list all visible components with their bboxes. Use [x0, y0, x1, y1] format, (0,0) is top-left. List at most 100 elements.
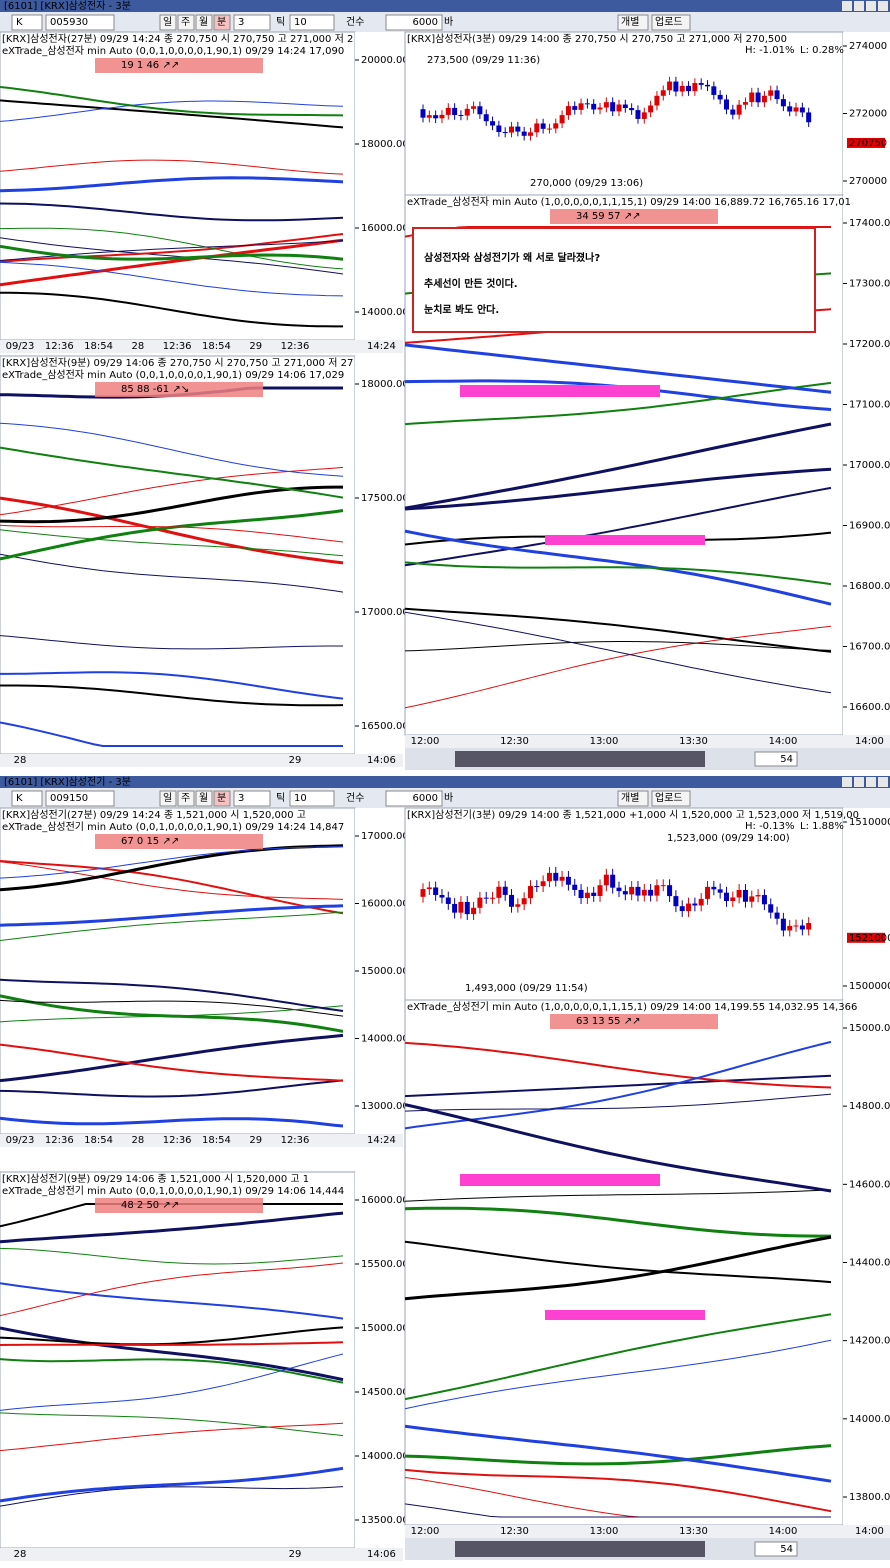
- candle-body: [641, 889, 647, 896]
- market-select[interactable]: [11, 790, 43, 807]
- period-button[interactable]: [159, 790, 177, 807]
- indicator-line: [404, 467, 832, 511]
- candle-body: [433, 115, 439, 119]
- toolbar-button[interactable]: [617, 790, 649, 807]
- x-tick-label: 12:36: [281, 1135, 310, 1146]
- y-tick-label: 18000.00: [361, 139, 409, 150]
- candle-body: [774, 912, 780, 919]
- period-input[interactable]: [233, 790, 271, 807]
- candle-body: [565, 106, 571, 116]
- count-input[interactable]: [385, 14, 443, 31]
- y-tick-label: 14500.00: [361, 1387, 409, 1398]
- tick-label[interactable]: 틱: [276, 16, 285, 28]
- signal-badge-text: 19 1 46 ↗↗: [121, 60, 179, 71]
- signal-badge-text: 34 59 57 ↗↗: [576, 211, 640, 222]
- candle-body: [799, 107, 805, 113]
- y-tick-label: 13800.00: [849, 1492, 890, 1503]
- indicator-line: [404, 611, 832, 694]
- indicator-line: [0, 446, 344, 499]
- candle-body: [509, 894, 515, 907]
- code-value: 005930: [50, 17, 88, 28]
- indicator-line: [404, 1235, 832, 1301]
- signal-badge-text: 67 0 15 ↗↗: [121, 836, 179, 847]
- low-note: 1,493,000 (09/29 11:54): [465, 983, 588, 994]
- period-button[interactable]: [177, 790, 195, 807]
- signal-badge-text: 85 88 -61 ↗↘: [121, 384, 189, 395]
- indicator-line: [0, 237, 344, 275]
- panel-header: [KRX]삼성전자(3분) 09/29 14:00 종 270,750 시 27…: [407, 33, 787, 45]
- scroll-count-box[interactable]: [754, 1541, 798, 1557]
- window-button[interactable]: [866, 1, 876, 11]
- x-tick-label: 14:00: [769, 1526, 798, 1537]
- y-tick-label: 16000.00: [361, 1195, 409, 1206]
- y-tick-label: 17100.00: [849, 400, 890, 411]
- period-label: 월: [199, 16, 208, 28]
- scroll-overview: [455, 1541, 705, 1557]
- y-tick-label: 16700.00: [849, 642, 890, 653]
- window-button[interactable]: [854, 1, 864, 11]
- count-value: 6000: [413, 17, 438, 28]
- period-button[interactable]: [195, 14, 213, 31]
- annotation-line: 삼성전자와 삼성전기가 왜 서로 달라졌나?: [424, 251, 600, 264]
- toolbar-button[interactable]: [617, 14, 649, 31]
- period-button[interactable]: [195, 790, 213, 807]
- indicator-line: [0, 904, 344, 927]
- scroll-count-box[interactable]: [754, 751, 798, 767]
- y-tick-label: 17400.00: [849, 218, 890, 229]
- candle-body: [698, 898, 704, 906]
- y-tick-label: 15000.00: [361, 1323, 409, 1334]
- candle-body: [464, 108, 470, 116]
- candle-body: [578, 889, 584, 899]
- period-button[interactable]: [159, 14, 177, 31]
- market-select[interactable]: [11, 14, 43, 31]
- candle-body: [780, 99, 786, 107]
- tick-input[interactable]: [289, 790, 335, 807]
- period-button[interactable]: [213, 790, 231, 807]
- code-input[interactable]: [45, 14, 115, 31]
- indicator-line: [404, 1040, 832, 1130]
- window-button[interactable]: [878, 1, 888, 11]
- candle-body: [515, 126, 521, 132]
- toolbar-button[interactable]: [651, 790, 691, 807]
- panel-subheader: eXTrade_삼성전기 min Auto (0,0,1,0,0,0,0,1,9…: [2, 1185, 344, 1197]
- window-button[interactable]: [842, 1, 852, 11]
- code-input[interactable]: [45, 790, 115, 807]
- window-button[interactable]: [866, 777, 876, 787]
- price-tag: [847, 932, 885, 943]
- candle-body: [673, 896, 679, 907]
- x-tick-label: 29: [289, 755, 302, 766]
- y-tick-label: 17500.00: [361, 493, 409, 504]
- candle-body: [433, 887, 439, 895]
- candle-body: [597, 107, 603, 110]
- y-tick-label: 14000.00: [361, 1451, 409, 1462]
- window-button[interactable]: [854, 777, 864, 787]
- window-title: [6101] [KRX]삼성전자 - 3분: [4, 0, 131, 12]
- period-button[interactable]: [177, 14, 195, 31]
- period-input[interactable]: [233, 14, 271, 31]
- candle-body: [477, 106, 483, 115]
- candle-body: [622, 891, 628, 895]
- window-button[interactable]: [878, 777, 888, 787]
- y-tick-label: 13500.00: [361, 1515, 409, 1526]
- signal-badge: [95, 382, 263, 397]
- title-bar: [0, 0, 890, 12]
- candle-body: [483, 897, 489, 899]
- count-input[interactable]: [385, 790, 443, 807]
- y-tick-label: 14400.00: [849, 1258, 890, 1269]
- candle-body: [667, 81, 673, 91]
- candle-body: [742, 889, 748, 902]
- period-button[interactable]: [213, 14, 231, 31]
- panel-frame: [404, 31, 844, 196]
- candle-body: [502, 132, 508, 134]
- tick-label[interactable]: 틱: [276, 792, 285, 804]
- indicator-line: [404, 1189, 832, 1202]
- indicator-line: [0, 1358, 344, 1384]
- y-tick-label: 270000: [849, 176, 887, 187]
- toolbar-button[interactable]: [651, 14, 691, 31]
- tick-input[interactable]: [289, 14, 335, 31]
- x-tick-label: 28: [14, 755, 27, 766]
- window-button[interactable]: [842, 777, 852, 787]
- axis-time: 14:06: [367, 1549, 396, 1560]
- y-tick-label: 272000: [849, 109, 887, 120]
- indicator-line: [404, 1313, 832, 1401]
